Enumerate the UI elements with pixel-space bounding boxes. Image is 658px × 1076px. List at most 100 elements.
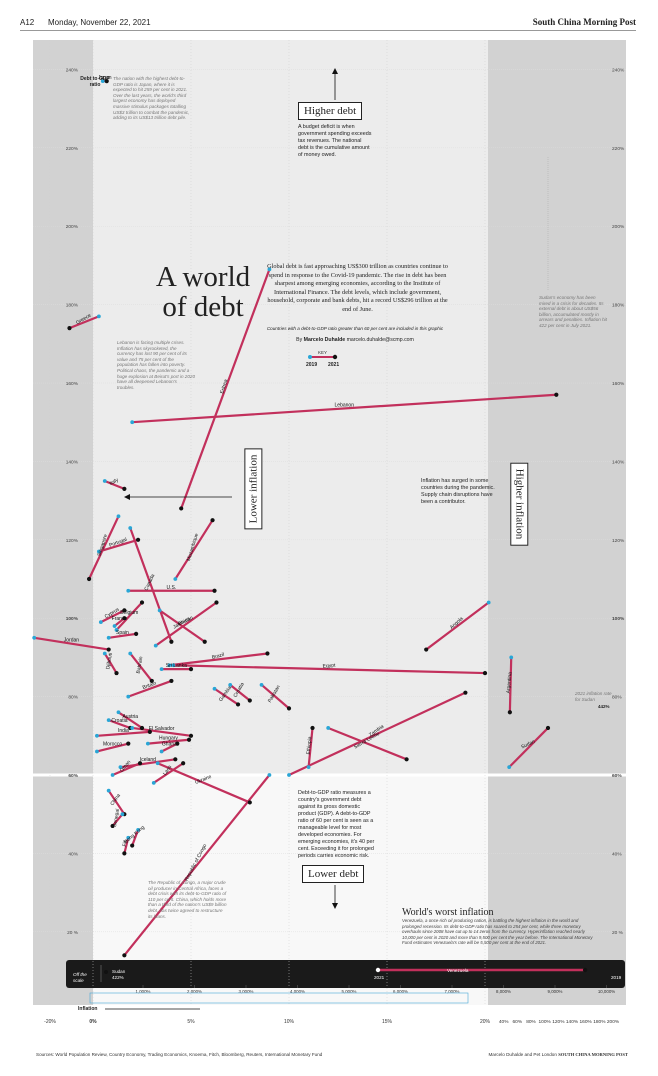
dot-2019 — [267, 267, 272, 272]
dot-2019 — [95, 733, 99, 738]
dot-2021 — [134, 631, 139, 636]
y-tick-left: 140% — [66, 459, 79, 465]
dot-2021 — [122, 616, 127, 621]
worst-inflation-body: Venezuela, a once-rich oil producing nat… — [402, 918, 593, 946]
sudan-rate-value: 442% — [598, 704, 610, 709]
y-tick-right: 140% — [612, 459, 625, 465]
dot-2019 — [507, 765, 512, 770]
dot-2021 — [463, 690, 468, 695]
dot-2019 — [106, 788, 111, 793]
debt-axis-title: Debt to GDP ratio — [80, 76, 110, 88]
dot-2019 — [287, 773, 291, 777]
x-tick-main: 15% — [382, 1019, 393, 1025]
country-label: Bahrain — [136, 656, 145, 674]
country-segment — [107, 789, 126, 816]
x-tick-offscale: 4,000% — [290, 989, 305, 994]
sudan-rate-note: 2021 inflation rate for Sudan — [575, 691, 612, 702]
x-tick-offscale: 9,000% — [548, 989, 563, 994]
dot-2019 — [155, 761, 160, 766]
higher-debt-note: A budget deficit is when government spen… — [298, 124, 372, 158]
key-dot-2019 — [308, 355, 312, 359]
country-segment — [107, 632, 138, 639]
country-label: Britain — [142, 681, 158, 692]
x-tick-compressed: 200% — [607, 1019, 620, 1025]
country-segment — [131, 393, 558, 424]
dot-2019 — [110, 773, 115, 777]
intro-text: Global debt is fast approaching US$300 t… — [267, 263, 448, 313]
country-label: Argentina — [506, 672, 514, 694]
country-segment — [115, 601, 144, 632]
x-tick-compressed: 180% — [593, 1019, 606, 1025]
y-tick-right: 220% — [612, 146, 625, 152]
lower-debt-label: Lower debt — [302, 865, 365, 883]
footer-sources: Sources: World Population Review, Countr… — [36, 1052, 323, 1057]
country-label: Ethiopia — [306, 736, 314, 755]
dot-2021 — [235, 702, 241, 707]
x-tick-offscale: 1,000% — [136, 989, 151, 994]
sudan-offscale-dot — [104, 970, 108, 974]
dot-2021 — [507, 710, 512, 715]
x-tick-main: 20% — [480, 1019, 491, 1025]
country-label: El Salvador — [149, 726, 175, 732]
panel-high-inflation — [488, 40, 626, 1005]
y-tick-right: 120% — [612, 538, 625, 544]
dot-2019 — [112, 624, 117, 628]
dot-2019 — [96, 549, 101, 554]
dot-2019 — [128, 526, 133, 530]
country-label: Ghana — [162, 742, 177, 748]
dot-2019 — [116, 514, 121, 519]
dot-2021 — [188, 667, 194, 672]
venezuela-dot-2021 — [375, 967, 381, 973]
country-segment — [160, 742, 179, 753]
country-label: Lebanon — [335, 402, 355, 408]
page-date: Monday, November 22, 2021 — [48, 18, 151, 27]
dot-2021 — [545, 725, 551, 731]
dot-2019 — [509, 655, 514, 660]
dot-2019 — [173, 577, 178, 581]
x-tick-compressed: 80% — [526, 1019, 536, 1025]
higher-debt-arrowhead — [332, 68, 338, 74]
country-segment — [119, 758, 177, 769]
dot-2021 — [265, 651, 270, 656]
paper-name: South China Morning Post — [532, 17, 636, 27]
dot-2021 — [104, 79, 109, 84]
x-tick-main: -20% — [44, 1019, 56, 1025]
dot-2021 — [202, 639, 207, 644]
y-tick-left: 240% — [66, 67, 79, 73]
country-segment — [172, 664, 487, 675]
dot-2019 — [151, 780, 156, 785]
dot-2021 — [169, 639, 174, 644]
country-label: Sudan — [520, 739, 536, 751]
masthead: A12 Monday, November 22, 2021 South Chin… — [0, 0, 658, 32]
x-tick-offscale: 6,000% — [393, 989, 408, 994]
country-segment — [180, 268, 271, 510]
country-segment — [123, 836, 130, 855]
country-segment — [68, 315, 100, 330]
dot-2021 — [126, 741, 131, 746]
x-tick-offscale: 7,000% — [445, 989, 460, 994]
dot-2021 — [247, 698, 252, 703]
lebanon-note: Lebanon is facing multiple crises. Infla… — [117, 340, 196, 390]
country-label: Fiji — [122, 840, 129, 847]
y-tick-right: 180% — [612, 303, 625, 309]
dot-2021 — [122, 486, 127, 491]
dot-2019 — [102, 651, 107, 656]
dot-2021 — [482, 670, 488, 676]
inflation-note: Inflation has surged in some countries d… — [421, 478, 495, 505]
country-segment — [260, 683, 291, 710]
y-tick-left: 160% — [66, 381, 79, 387]
offscale-label: Off the scale — [73, 972, 87, 983]
country-label: France — [112, 616, 128, 622]
country-segment — [327, 726, 408, 761]
country-label: Senegal — [112, 808, 121, 827]
dot-2019 — [95, 749, 99, 754]
page-number: A12 — [20, 18, 35, 27]
country-segment — [168, 652, 269, 667]
country-segment — [87, 515, 120, 581]
country-segment — [213, 687, 240, 706]
dot-2019 — [159, 667, 164, 672]
country-segment — [103, 479, 126, 490]
country-segment — [129, 526, 173, 643]
dot-2019 — [228, 682, 233, 687]
country-segment — [156, 762, 251, 804]
